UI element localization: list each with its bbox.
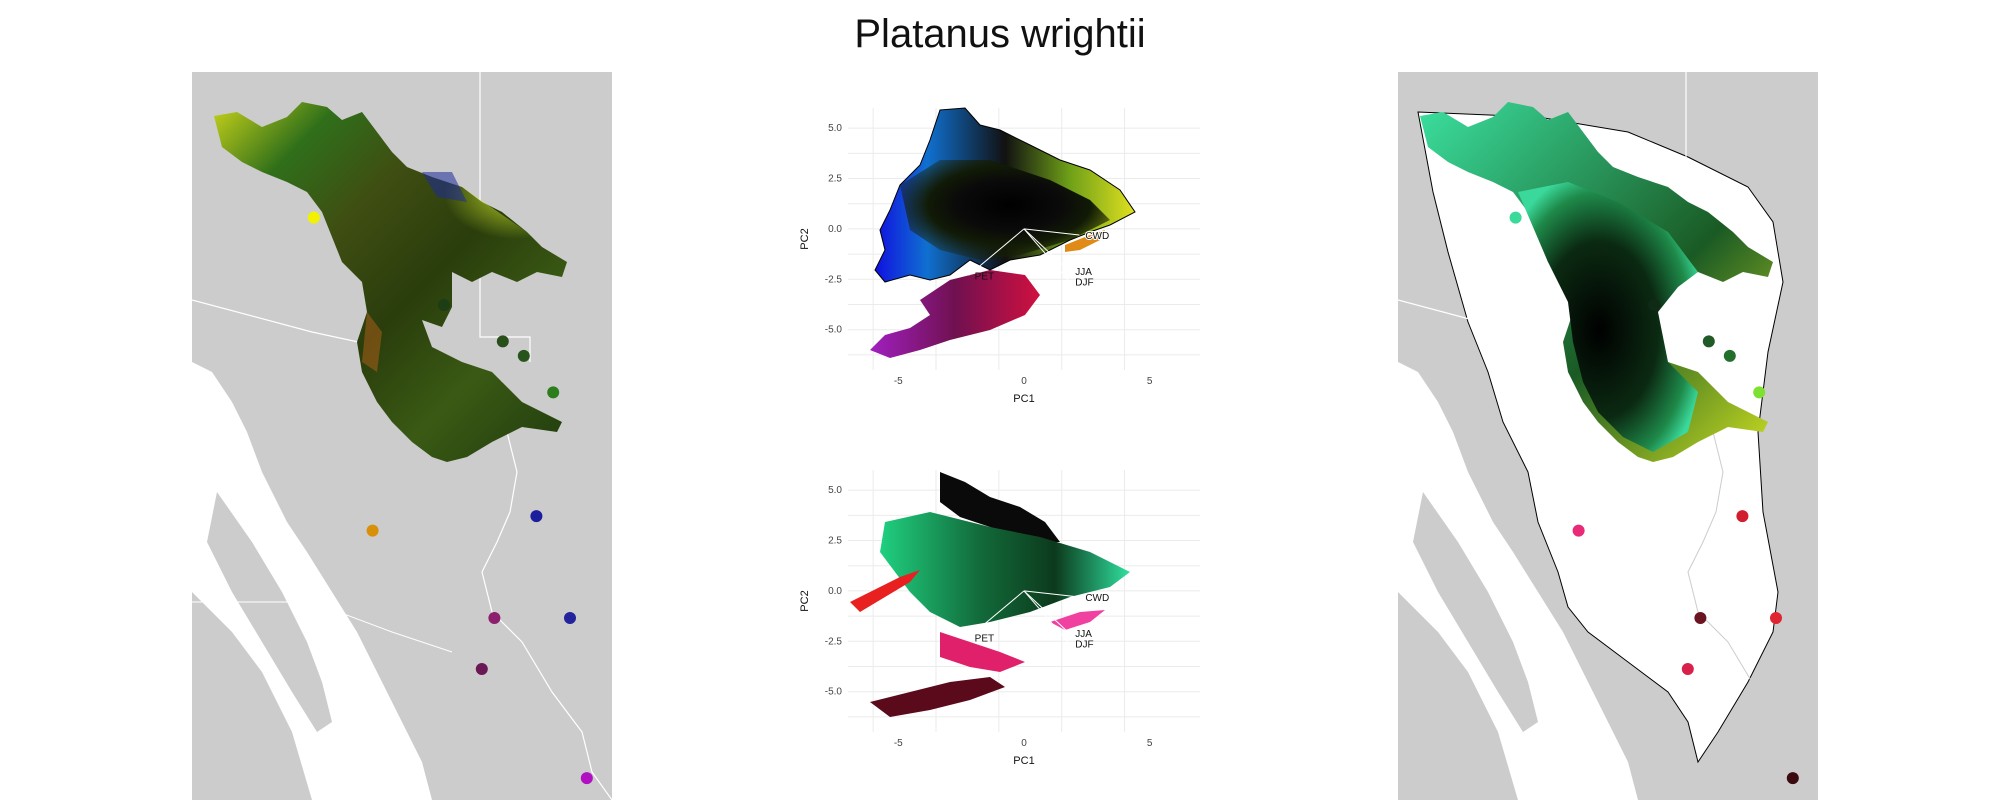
occurrence-point	[547, 386, 560, 399]
peninsula-shape	[192, 592, 312, 800]
occurrence-point	[475, 662, 488, 675]
x-tick-label: -5	[894, 738, 903, 749]
pca-axes: -5 0 5 5.0 2.5 0.0 -2.5 -5.0 PC1 PC2	[799, 123, 1153, 405]
loading-vector-label: JJA	[1075, 629, 1092, 640]
loading-vector	[1023, 590, 1070, 634]
cloud-green-main	[880, 512, 1130, 627]
occurrence-point	[1753, 386, 1766, 399]
cloud-orange-tail	[1065, 230, 1105, 252]
x-axis-title: PC1	[1013, 393, 1034, 405]
occurrence-point	[1694, 612, 1707, 624]
x-axis-title: PC1	[1013, 755, 1034, 767]
pca-bottom-cloud	[850, 472, 1130, 717]
occurrence-point	[1572, 524, 1585, 537]
loading-vector	[1023, 228, 1080, 236]
cloud-pink-tail	[1050, 610, 1105, 630]
y-axis-title: PC2	[799, 228, 811, 249]
loading-vector	[1023, 590, 1080, 598]
y-axis-title: PC2	[799, 590, 811, 611]
occurrence-points	[307, 211, 593, 785]
y-tick-label: -2.5	[825, 636, 843, 647]
state-border	[192, 601, 453, 653]
range-orange-speckle	[362, 312, 382, 372]
occurrence-point	[1736, 510, 1749, 523]
state-border	[481, 431, 612, 800]
occurrence-point	[1702, 335, 1715, 348]
y-tick-label: 5.0	[828, 123, 842, 134]
y-tick-label: 2.5	[828, 174, 842, 185]
occurrence-point	[1770, 612, 1782, 624]
gulf-shape	[207, 492, 332, 732]
x-tick-label: 5	[1147, 376, 1153, 387]
pca-bottom-panel: CWD PET JJA DJF -5 0 5 5.0 2.5 0.0 -2.5 -5.0 PC1 PC2	[790, 462, 1210, 782]
occurrence-point	[1786, 772, 1799, 785]
gulf-shape	[1413, 492, 1538, 732]
loading-vector	[1023, 590, 1070, 644]
occurrence-point	[438, 298, 450, 311]
loading-vector	[968, 590, 1025, 638]
occurrence-point	[1681, 662, 1694, 675]
cloud-core	[900, 160, 1110, 260]
map-left-svg	[192, 72, 612, 800]
cloud-pink-band	[940, 632, 1025, 672]
loading-vector-label: DJF	[1075, 639, 1093, 650]
loading-vector-label: CWD	[1085, 231, 1109, 242]
pca-axes: -5 0 5 5.0 2.5 0.0 -2.5 -5.0 PC1 PC2	[799, 485, 1153, 767]
occurrence-point	[1509, 211, 1522, 224]
y-tick-label: -2.5	[825, 274, 843, 285]
y-tick-label: 2.5	[828, 536, 842, 547]
range-blue-speckle	[422, 172, 467, 202]
cloud-maroon-band	[870, 677, 1005, 717]
occurrence-point	[307, 211, 320, 224]
loading-vector	[1023, 228, 1070, 272]
loading-vector-label: DJF	[1075, 277, 1093, 288]
y-tick-label: 5.0	[828, 485, 842, 496]
occurrence-point	[1723, 349, 1736, 362]
loading-vector-label: PET	[975, 633, 994, 644]
cloud-red-arm	[850, 570, 920, 612]
occurrence-point	[564, 612, 576, 624]
page-title: Platanus wrightii	[854, 12, 1146, 56]
occurrence-point	[517, 349, 530, 362]
pca-top-panel: CWD PET JJA DJF -5 0 5 5.0 2.5 0.0 -2.5 -5.0 PC1 PC2	[790, 100, 1210, 420]
occurrence-point	[366, 524, 379, 537]
y-tick-label: -5.0	[825, 687, 843, 698]
map-right-svg	[1398, 72, 1818, 800]
y-tick-label: -5.0	[825, 325, 843, 336]
x-tick-label: 0	[1021, 738, 1027, 749]
cloud-lower-lobe	[870, 270, 1040, 358]
loading-vector-label: CWD	[1085, 593, 1109, 604]
occurrence-point	[496, 335, 509, 348]
cloud-outline	[874, 107, 1136, 283]
x-tick-label: -5	[894, 376, 903, 387]
occurrence-point	[530, 510, 543, 523]
species-range	[214, 102, 567, 462]
loading-vector	[1023, 228, 1070, 282]
occurrence-points	[1509, 211, 1799, 785]
pca-top-cloud	[870, 107, 1136, 358]
loading-vector-label: JJA	[1075, 267, 1092, 278]
loading-vector-label: PET	[975, 271, 994, 282]
occurrence-point	[580, 772, 593, 785]
x-tick-label: 5	[1147, 738, 1153, 749]
occurrence-point	[1648, 298, 1661, 311]
peninsula-shape	[1398, 592, 1518, 800]
loading-vector	[968, 228, 1025, 276]
cloud-dark-top	[940, 472, 1060, 542]
state-border	[1687, 431, 1818, 800]
y-tick-label: 0.0	[828, 224, 842, 235]
map-left	[192, 72, 612, 800]
range-core	[1518, 182, 1698, 452]
y-tick-label: 0.0	[828, 586, 842, 597]
occurrence-point	[488, 612, 501, 624]
x-tick-label: 0	[1021, 376, 1027, 387]
map-right	[1398, 72, 1818, 800]
